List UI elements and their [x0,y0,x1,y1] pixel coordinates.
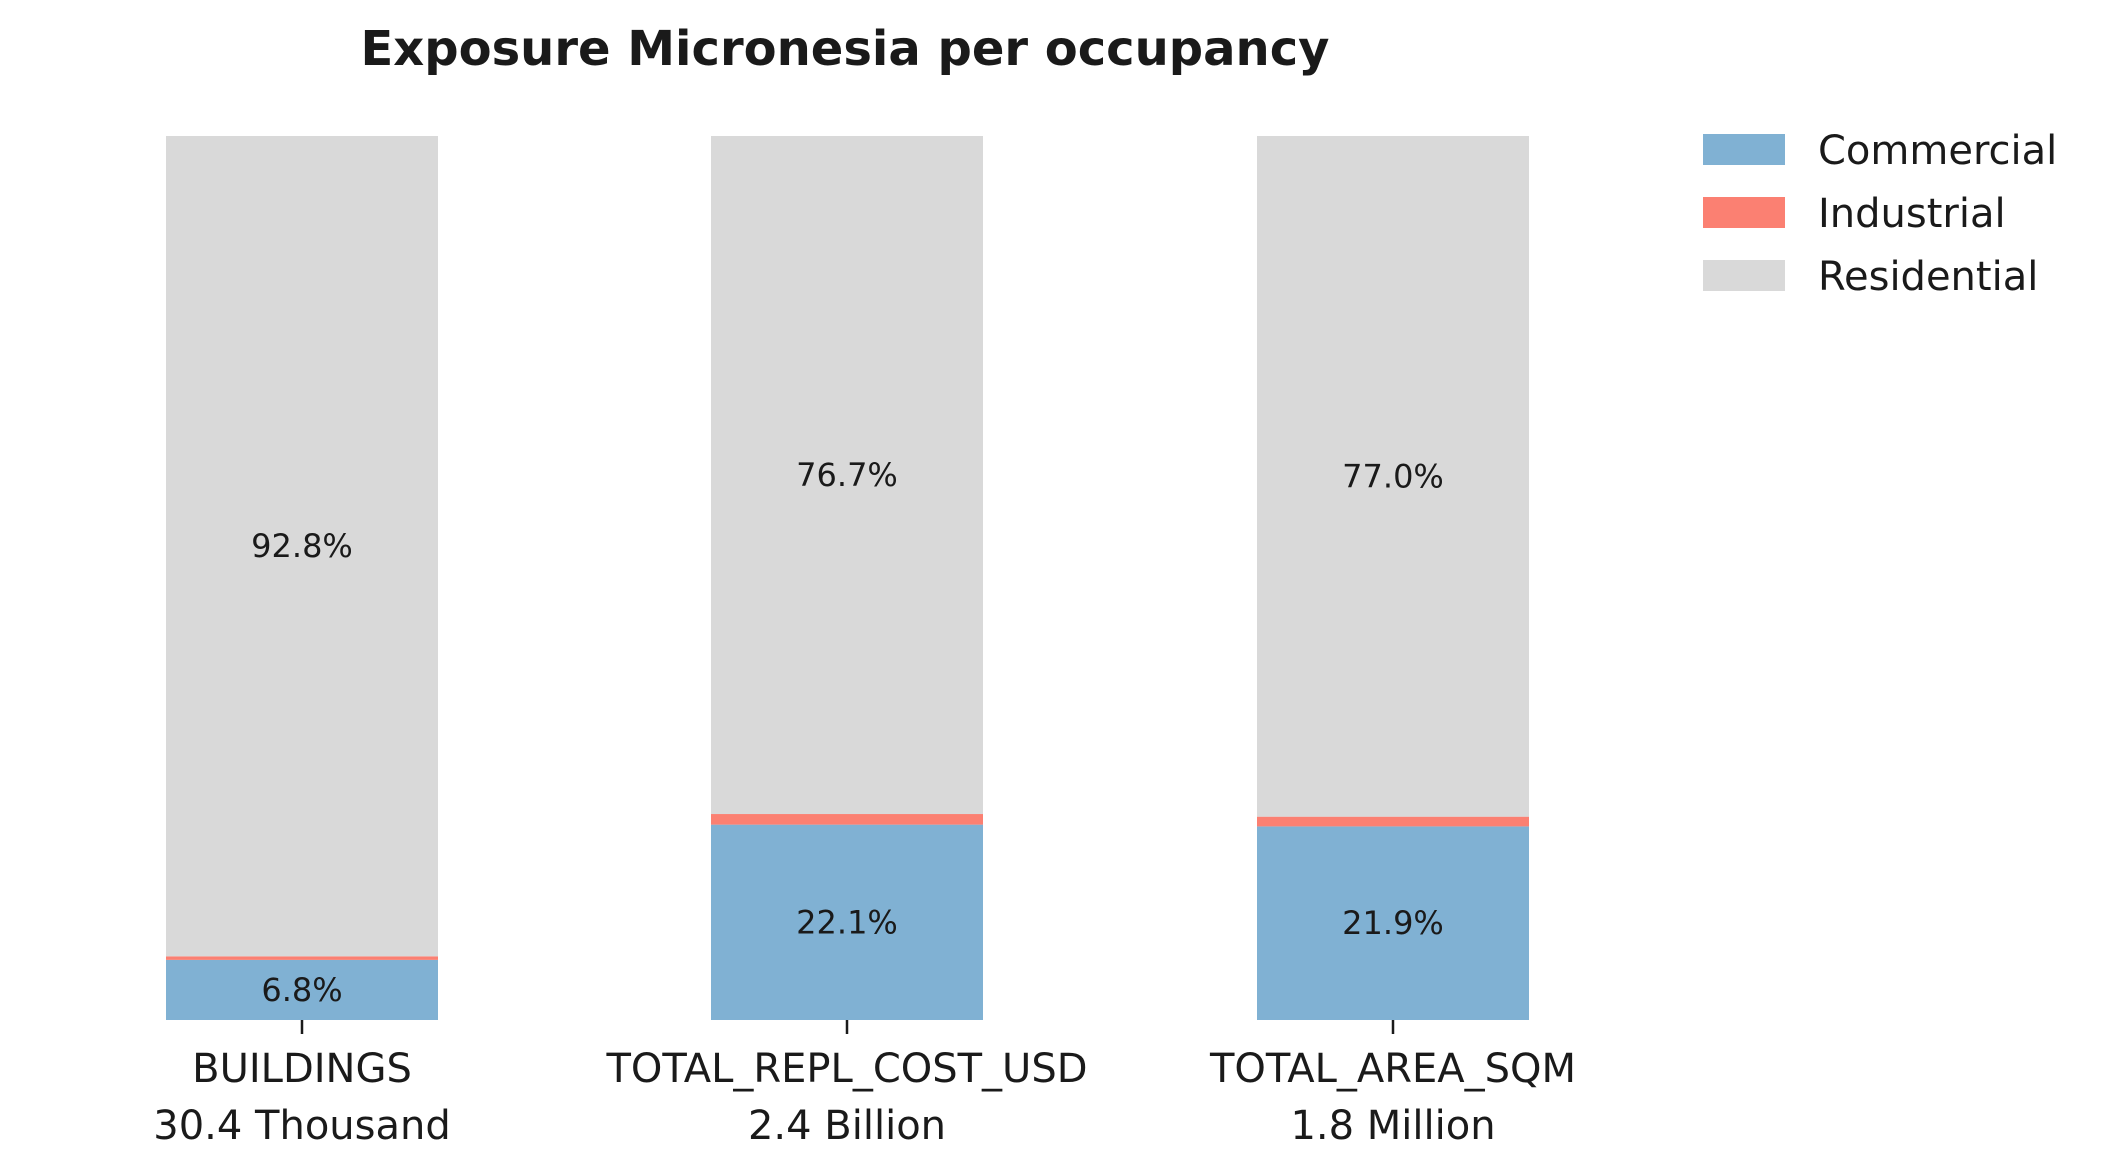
x-axis: BUILDINGS 30.4 Thousand TOTAL_REPL_COST_US… [153,1020,1576,1149]
x-tick-label-1: BUILDINGS [192,1046,412,1092]
legend-label-commercial: Commercial [1818,128,2057,174]
bar-commercial-2 [711,824,983,1020]
legend-swatch-commercial [1703,134,1785,165]
bar-residential-3 [1257,136,1529,817]
bars-group [166,136,1529,1020]
legend-swatch-residential [1703,260,1785,291]
data-labels-group: 6.8% 92.8% 22.1% 76.7% 21.9% 77.0% [251,456,1444,1009]
x-tick-label-3: TOTAL_AREA_SQM [1209,1046,1576,1092]
legend-label-residential: Residential [1818,254,2038,300]
legend: Commercial Industrial Residential [1703,128,2057,300]
data-label-commercial-1: 6.8% [261,971,342,1009]
chart-title: Exposure Micronesia per occupancy [361,21,1330,77]
data-label-commercial-3: 21.9% [1342,904,1444,942]
legend-swatch-industrial [1703,197,1785,228]
data-label-residential-1: 92.8% [251,527,353,565]
bar-commercial-3 [1257,826,1529,1020]
bar-residential-1 [166,136,438,957]
x-tick-total-2: 2.4 Billion [748,1103,946,1149]
bar-industrial-3 [1257,816,1529,827]
x-tick-total-1: 30.4 Thousand [153,1103,450,1149]
bar-industrial-1 [166,956,438,960]
bar-industrial-2 [711,814,983,825]
data-label-residential-2: 76.7% [796,456,898,494]
x-tick-label-2: TOTAL_REPL_COST_USD [605,1046,1087,1092]
data-label-commercial-2: 22.1% [796,903,898,941]
legend-label-industrial: Industrial [1818,191,2006,237]
bar-commercial-1 [166,959,438,1020]
data-label-residential-3: 77.0% [1342,457,1444,495]
bar-residential-2 [711,136,983,815]
x-tick-total-3: 1.8 Million [1290,1103,1495,1149]
